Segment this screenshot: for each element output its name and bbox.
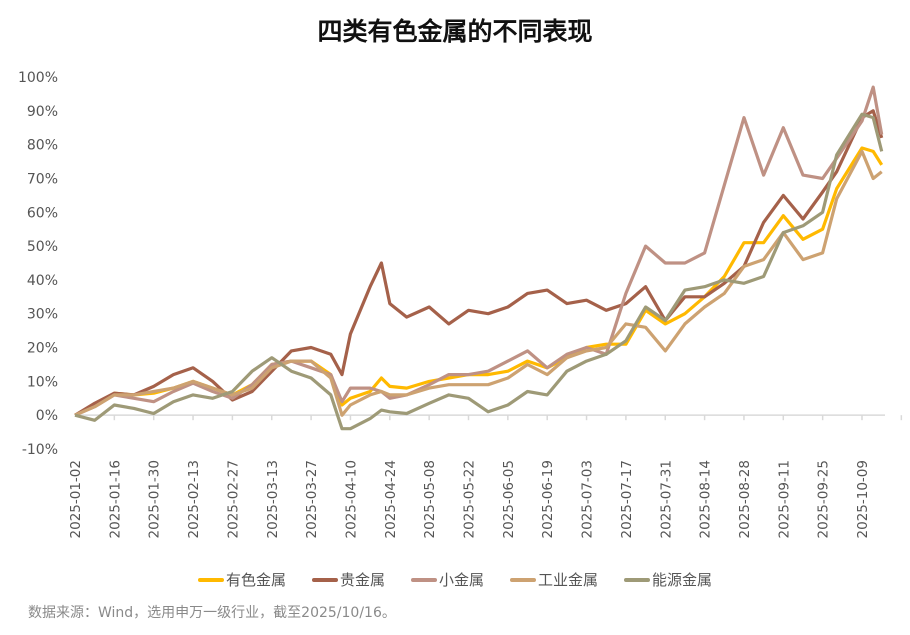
x-tick-label: 2025-09-11 xyxy=(776,460,792,538)
x-tick-label: 2025-08-28 xyxy=(737,460,753,538)
x-tick-label: 2025-05-08 xyxy=(422,460,438,538)
x-tick-label: 2025-08-14 xyxy=(698,460,714,538)
legend-swatch xyxy=(510,577,536,582)
legend-label: 工业金属 xyxy=(538,571,599,589)
legend-swatch xyxy=(311,577,338,582)
x-tick-label: 2025-02-13 xyxy=(186,460,202,538)
legend-item: 工业金属 xyxy=(510,569,598,590)
y-tick-label: 90% xyxy=(27,104,58,120)
y-tick-label: 20% xyxy=(27,341,58,357)
legend-swatch xyxy=(410,577,437,582)
x-tick-label: 2025-04-24 xyxy=(383,460,399,538)
legend: 有色金属 贵金属 小金属 工业金属 能源金属 xyxy=(0,569,910,590)
y-tick-label: 40% xyxy=(27,273,58,289)
legend-label: 有色金属 xyxy=(225,571,286,589)
y-tick-label: 0% xyxy=(36,408,58,424)
x-tick-label: 2025-01-02 xyxy=(68,460,84,538)
legend-item: 贵金属 xyxy=(311,569,385,590)
x-tick-label: 2025-01-30 xyxy=(147,460,163,538)
source-note: 数据来源：Wind，选用申万一级行业，截至2025/10/16。 xyxy=(28,605,396,621)
x-tick-label: 2025-02-27 xyxy=(225,460,241,538)
legend-swatch xyxy=(624,577,651,582)
x-tick-label: 2025-05-22 xyxy=(462,460,478,538)
legend-swatch xyxy=(197,577,224,582)
legend-item: 能源金属 xyxy=(624,569,712,590)
x-tick-label: 2025-07-17 xyxy=(619,460,635,538)
y-tick-label: 50% xyxy=(27,239,58,255)
series-line-3 xyxy=(74,85,884,417)
x-tick-label: 2025-03-13 xyxy=(265,460,281,538)
x-tick-label: 2025-06-05 xyxy=(501,460,517,538)
y-tick-label: 60% xyxy=(27,205,58,221)
series-line-5 xyxy=(74,112,884,431)
x-tick-label: 2025-01-16 xyxy=(107,460,123,538)
x-tick-label: 2025-06-19 xyxy=(540,460,556,538)
y-tick-label: 70% xyxy=(27,171,58,187)
x-tick-label: 2025-07-03 xyxy=(580,460,596,538)
legend-label: 小金属 xyxy=(438,571,484,589)
series-line-1 xyxy=(74,146,884,417)
legend-item: 小金属 xyxy=(410,569,484,590)
series-line-2 xyxy=(74,109,884,417)
x-tick-label: 2025-10-09 xyxy=(855,460,871,538)
x-tick-label: 2025-07-31 xyxy=(658,460,674,538)
x-tick-label: 2025-09-25 xyxy=(816,460,832,538)
y-tick-label: 10% xyxy=(27,374,58,390)
y-tick-label: 100% xyxy=(18,70,58,86)
x-tick-label: 2025-03-27 xyxy=(304,460,320,538)
legend-item: 有色金属 xyxy=(197,569,286,590)
series-line-4 xyxy=(74,149,883,417)
x-tick-label: 2025-04-10 xyxy=(343,460,359,538)
legend-label: 贵金属 xyxy=(339,571,385,589)
y-tick-label: 80% xyxy=(27,138,58,154)
y-tick-label: 30% xyxy=(27,307,58,323)
legend-label: 能源金属 xyxy=(652,571,713,589)
y-tick-label: -10% xyxy=(22,442,58,458)
chart-title: 四类有色金属的不同表现 xyxy=(317,17,593,46)
